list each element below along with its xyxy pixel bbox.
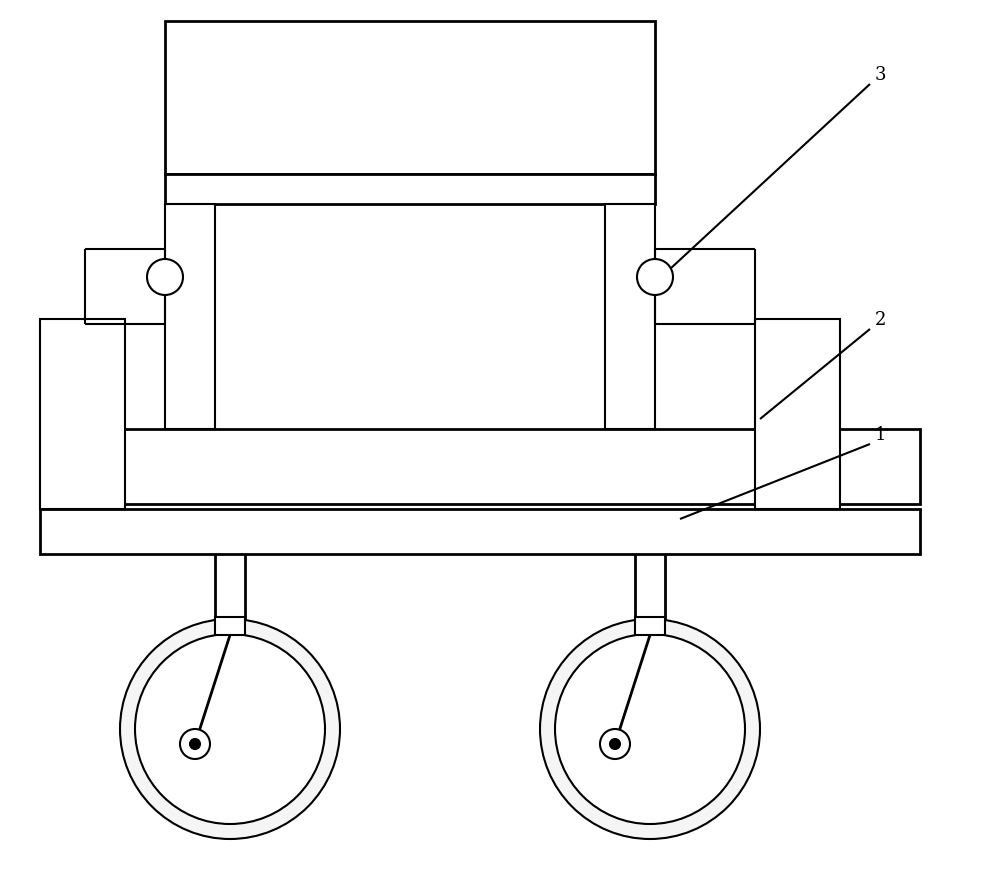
Bar <box>165 205 215 429</box>
Bar <box>755 320 840 509</box>
Bar <box>165 175 655 205</box>
Circle shape <box>600 729 630 760</box>
Text: 2: 2 <box>875 310 886 328</box>
Circle shape <box>540 620 760 839</box>
Circle shape <box>610 740 620 749</box>
Bar <box>215 617 245 635</box>
Text: 1: 1 <box>875 426 887 443</box>
Bar <box>40 509 920 554</box>
Circle shape <box>190 740 200 749</box>
Circle shape <box>147 260 183 295</box>
Circle shape <box>180 729 210 760</box>
Text: 3: 3 <box>875 66 887 84</box>
Circle shape <box>637 260 673 295</box>
Bar <box>40 429 920 504</box>
Bar <box>635 617 665 635</box>
Circle shape <box>135 634 325 824</box>
Circle shape <box>555 634 745 824</box>
Bar <box>40 320 125 509</box>
Bar <box>165 22 655 175</box>
Circle shape <box>120 620 340 839</box>
Bar <box>605 205 655 429</box>
